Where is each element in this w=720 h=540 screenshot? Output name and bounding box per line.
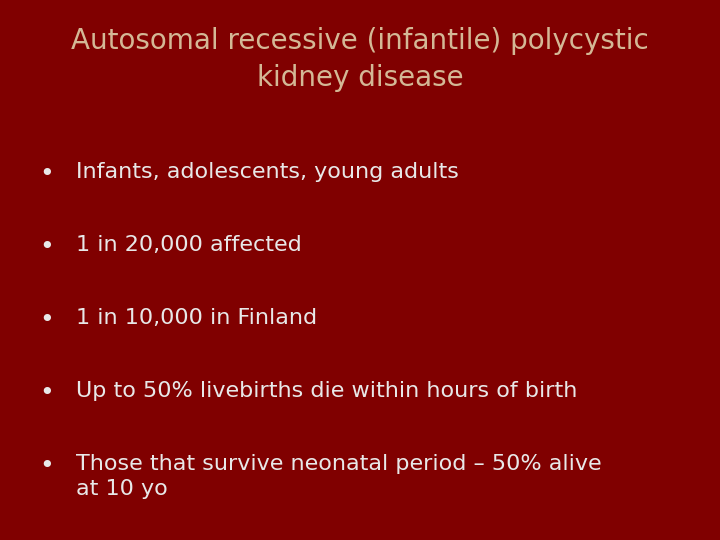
Text: Those that survive neonatal period – 50% alive
at 10 yo: Those that survive neonatal period – 50%…: [76, 454, 601, 499]
Text: Infants, adolescents, young adults: Infants, adolescents, young adults: [76, 162, 459, 182]
Text: •: •: [40, 162, 54, 186]
Text: 1 in 10,000 in Finland: 1 in 10,000 in Finland: [76, 308, 317, 328]
Text: •: •: [40, 381, 54, 404]
Text: •: •: [40, 454, 54, 477]
Text: •: •: [40, 235, 54, 259]
Text: Up to 50% livebirths die within hours of birth: Up to 50% livebirths die within hours of…: [76, 381, 577, 401]
Text: Autosomal recessive (infantile) polycystic
kidney disease: Autosomal recessive (infantile) polycyst…: [71, 27, 649, 92]
Text: 1 in 20,000 affected: 1 in 20,000 affected: [76, 235, 302, 255]
Text: •: •: [40, 308, 54, 332]
